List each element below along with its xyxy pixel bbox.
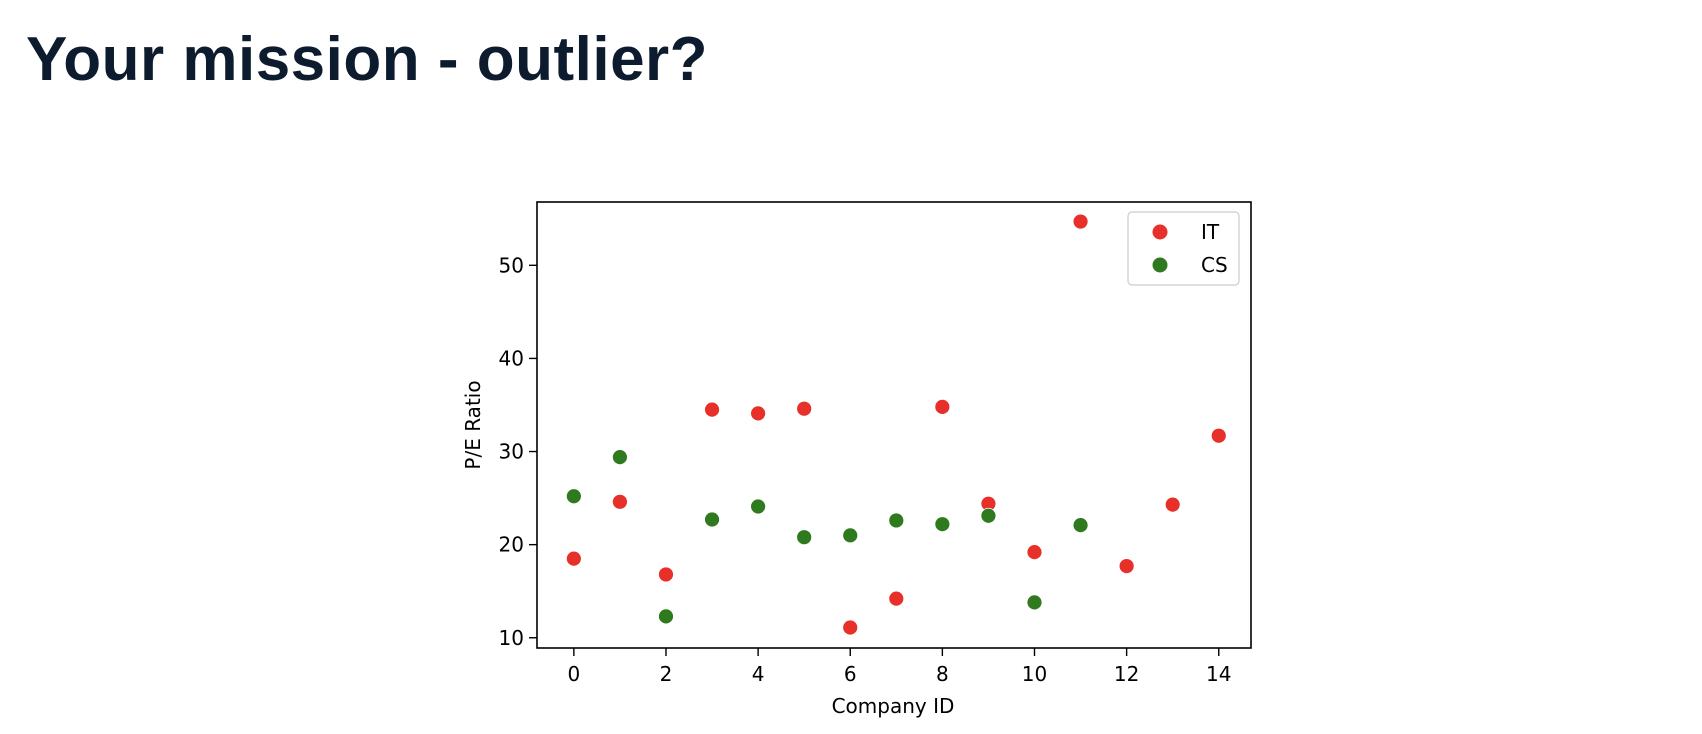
point-it [1118,558,1135,574]
x-axis-ticks: 0 2 4 6 8 10 12 14 [567,648,1231,686]
point-it [888,590,905,607]
y-axis-label: P/E Ratio [461,380,485,469]
data-points [565,213,1227,636]
y-tick-label: 50 [499,253,524,277]
legend-marker-it [1152,224,1168,240]
point-cs [842,527,859,544]
point-it [658,566,674,583]
legend-label-cs: CS [1201,253,1228,277]
point-cs [658,608,674,625]
point-cs [1026,594,1043,611]
point-it [1026,544,1043,560]
x-tick-label: 6 [844,662,857,686]
x-tick-label: 2 [660,662,673,686]
point-cs [750,498,767,515]
y-tick-label: 20 [499,533,524,557]
point-cs [612,449,628,466]
point-it [704,401,720,418]
slide-title: Your mission - outlier? [26,25,709,94]
legend-marker-cs [1152,257,1168,273]
x-tick-label: 14 [1206,662,1231,686]
point-cs [565,488,582,505]
point-it [1164,496,1181,513]
point-cs [1072,517,1089,533]
y-tick-label: 30 [499,440,524,464]
x-tick-label: 8 [936,662,949,686]
point-cs [980,507,997,524]
point-it [842,619,859,636]
point-it [565,550,582,567]
y-tick-label: 10 [499,626,524,650]
y-tick-label: 40 [499,346,524,370]
x-tick-label: 10 [1022,662,1047,686]
point-cs [934,516,951,533]
x-tick-label: 12 [1114,662,1139,686]
x-tick-label: 4 [752,662,765,686]
point-it [796,400,813,417]
point-it [1210,427,1227,444]
point-it [750,405,767,422]
legend: IT CS [1127,211,1240,286]
point-it [934,398,951,415]
x-axis-label: Company ID [832,694,955,718]
point-cs [796,529,813,546]
y-axis-ticks: 10 20 30 40 50 [499,253,537,650]
legend-label-it: IT [1201,220,1220,244]
point-it [1072,213,1089,230]
point-cs [888,512,905,529]
point-cs [704,511,720,528]
x-tick-label: 0 [567,662,580,686]
point-it [612,493,628,510]
